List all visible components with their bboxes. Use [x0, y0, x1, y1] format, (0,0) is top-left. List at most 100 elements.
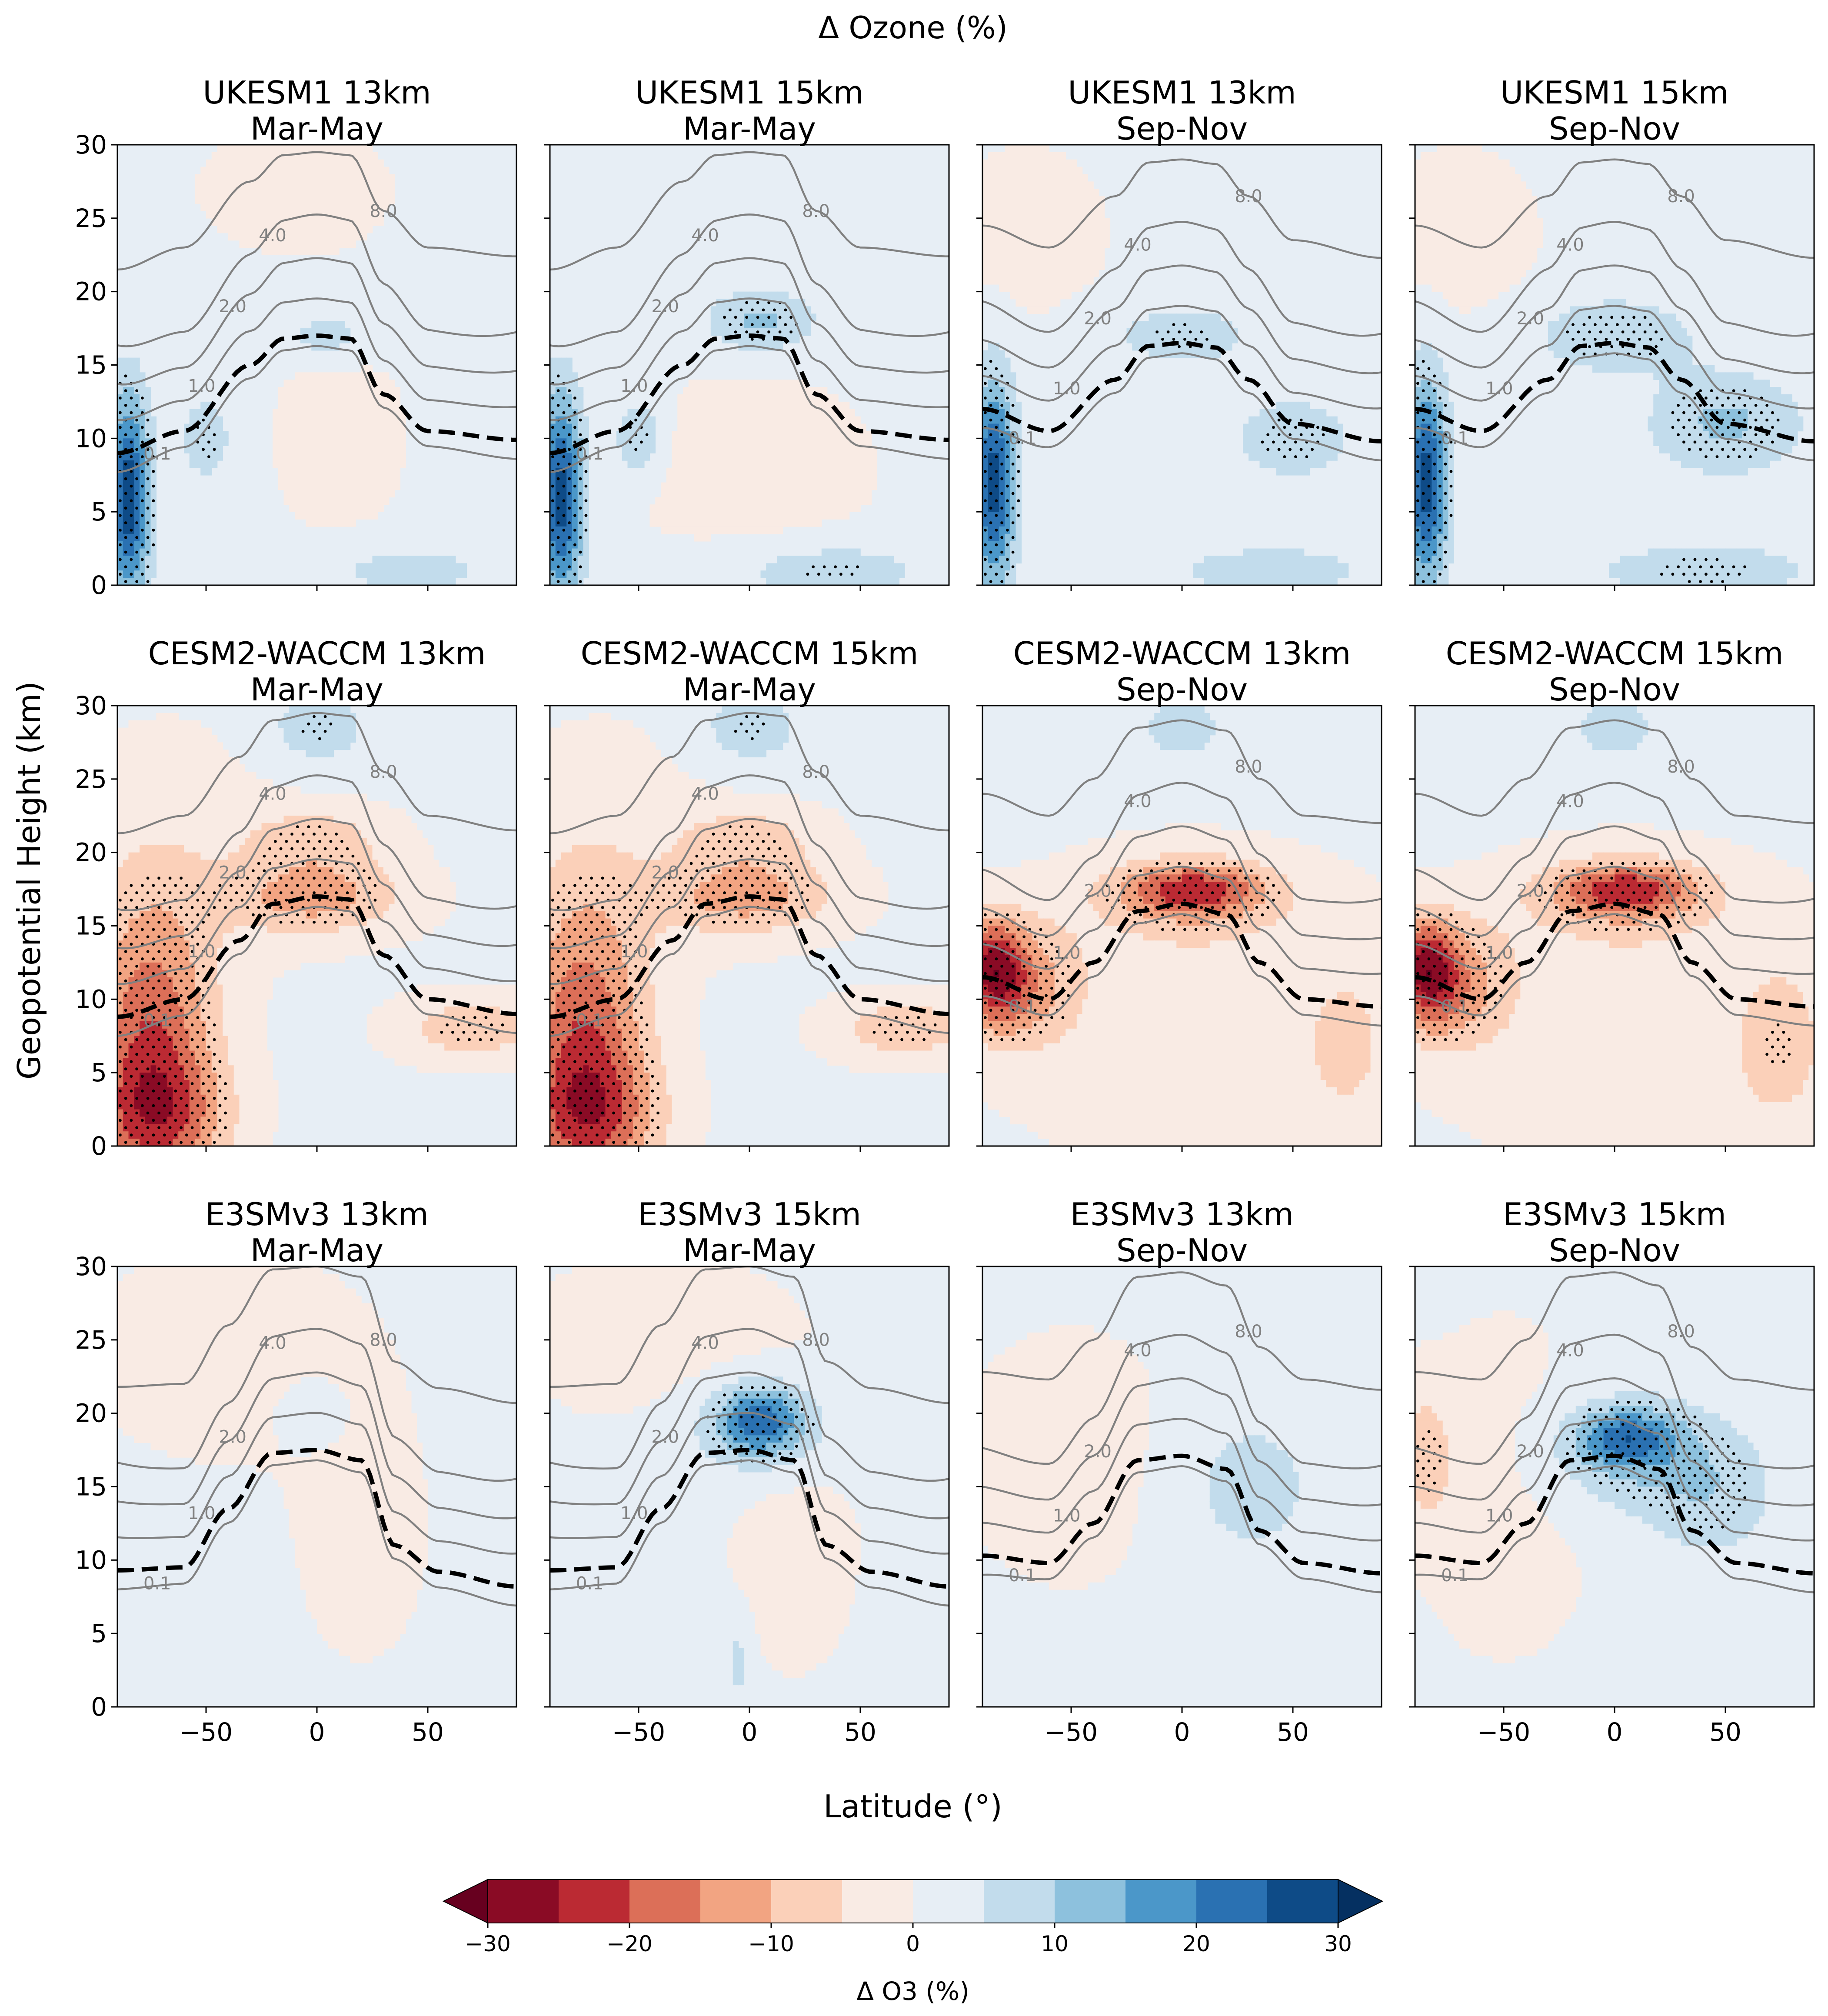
contour-label: 4.0 [259, 226, 286, 246]
x-tick-label: −50 [1477, 1717, 1530, 1747]
climatology-contours: 0.1 1.0 2.0 4.0 8.0 [1415, 719, 1814, 1027]
contour-label: 4.0 [1556, 791, 1584, 811]
ozone-contour-line [982, 158, 1382, 259]
y-tick-label: 5 [91, 1619, 107, 1648]
ozone-contour-line [982, 913, 1382, 1027]
ozone-contour-line [117, 818, 516, 950]
x-tick-label: −50 [612, 1717, 665, 1747]
y-axis-label: Geopotential Height (km) [11, 681, 47, 1080]
y-tick-label: 0 [91, 1692, 107, 1722]
ozone-contour-line [982, 352, 1382, 462]
ozone-contour-line [117, 297, 516, 421]
ozone-change-field: 0.1 1.0 2.0 4.0 8.0 [982, 145, 1382, 585]
y-tick-label: 10 [75, 984, 107, 1014]
ozone-contour-line [1415, 1333, 1814, 1470]
y-tick-label: 15 [75, 350, 107, 380]
colorbar-segment [771, 1879, 842, 1923]
ozone-contour-line [117, 1412, 516, 1555]
y-tick-label: 30 [75, 691, 107, 720]
contour-label: 8.0 [802, 201, 830, 221]
climatology-contours: 0.1 1.0 2.0 4.0 8.0 [117, 712, 516, 1037]
panel-subtitle: Mar-May [250, 671, 383, 708]
colorbar-tick-label: −20 [606, 1931, 653, 1956]
ozone-contour-line [982, 264, 1382, 374]
ozone-contour-line [550, 257, 949, 386]
contour-label: 0.1 [1009, 1566, 1036, 1586]
x-tick-label: −50 [1045, 1717, 1098, 1747]
panel-title: UKESM1 13km [203, 74, 431, 111]
ozone-contour-line [982, 1271, 1382, 1391]
contour-label: 8.0 [1235, 757, 1262, 777]
x-tick-label: 50 [844, 1717, 876, 1747]
ozone-contour-line [550, 345, 949, 473]
ozone-contour-line [1415, 1377, 1814, 1507]
ozone-contour-line [1415, 352, 1814, 462]
colorbar-segment [1196, 1879, 1268, 1923]
ozone-change-field: 0.1 1.0 2.0 4.0 8.0 [117, 1266, 516, 1707]
ozone-change-field: 0.1 1.0 2.0 4.0 8.0 [117, 706, 516, 1146]
contour-label: 8.0 [370, 201, 397, 221]
ozone-contour-line [1415, 1271, 1814, 1391]
ozone-contour-line [982, 782, 1382, 904]
x-tick-label: 0 [742, 1717, 758, 1747]
ozone-contour-line [117, 1328, 516, 1482]
ozone-contour-line [982, 1465, 1382, 1593]
ozone-contour-line [550, 1412, 949, 1555]
y-tick-label: 25 [75, 1325, 107, 1355]
x-axis-label: Latitude (°) [823, 1788, 1002, 1825]
contour-label: 2.0 [219, 1427, 246, 1447]
panel-subtitle: Mar-May [683, 671, 816, 708]
ozone-contour-line [550, 774, 949, 912]
ozone-contour-line [550, 1328, 949, 1482]
panel-subtitle: Sep-Nov [1116, 1232, 1248, 1269]
colorbar-tick-label: −10 [748, 1931, 794, 1956]
contour-label: 4.0 [691, 226, 719, 246]
y-tick-label: 0 [91, 1131, 107, 1161]
y-tick-label: 20 [75, 838, 107, 867]
contour-label: 1.0 [620, 942, 648, 962]
climatology-contours: 0.1 1.0 2.0 4.0 8.0 [982, 158, 1382, 462]
contour-label: 0.1 [576, 1010, 604, 1030]
y-tick-label: 20 [75, 277, 107, 307]
ozone-contour-line [117, 257, 516, 386]
climatology-contours: 0.1 1.0 2.0 4.0 8.0 [1415, 158, 1814, 462]
colorbar-tick-label: 20 [1182, 1931, 1210, 1956]
ozone-contour-line [982, 1333, 1382, 1470]
y-tick-label: 15 [75, 1472, 107, 1502]
contour-label: 8.0 [370, 1330, 397, 1350]
panel-title: E3SMv3 13km [205, 1196, 429, 1233]
contour-label: 0.1 [1009, 428, 1036, 448]
ozone-change-field: 0.1 1.0 2.0 4.0 8.0 [1415, 706, 1814, 1146]
ozone-contour-line [550, 1266, 949, 1404]
y-tick-label: 25 [75, 203, 107, 233]
ozone-contour-line [982, 305, 1382, 410]
contour-label: 4.0 [691, 784, 719, 804]
colorbar-segment [559, 1879, 630, 1923]
climatology-contours: 0.1 1.0 2.0 4.0 8.0 [117, 151, 516, 473]
ozone-contour-line [550, 712, 949, 835]
x-tick-label: 0 [1607, 1717, 1623, 1747]
ozone-change-field: 0.1 1.0 2.0 4.0 8.0 [982, 706, 1382, 1146]
contour-label: 0.1 [576, 1573, 604, 1593]
ozone-change-field: 0.1 1.0 2.0 4.0 8.0 [550, 145, 949, 585]
tropopause-line [1415, 1453, 1814, 1576]
ozone-contour-line [117, 858, 516, 985]
contour-label: 1.0 [1053, 943, 1081, 963]
colorbar-segment [984, 1879, 1055, 1923]
contour-label: 1.0 [188, 1503, 216, 1523]
contour-label: 4.0 [1556, 1340, 1584, 1360]
panel-title: CESM2-WACCM 13km [148, 635, 486, 672]
y-tick-label: 25 [75, 764, 107, 794]
contour-label: 2.0 [1516, 1442, 1544, 1462]
contour-label: 0.1 [576, 444, 604, 464]
ozone-contour-line [550, 818, 949, 950]
ozone-contour-line [550, 858, 949, 985]
y-tick-label: 20 [75, 1399, 107, 1428]
ozone-contour-line [1415, 719, 1814, 824]
